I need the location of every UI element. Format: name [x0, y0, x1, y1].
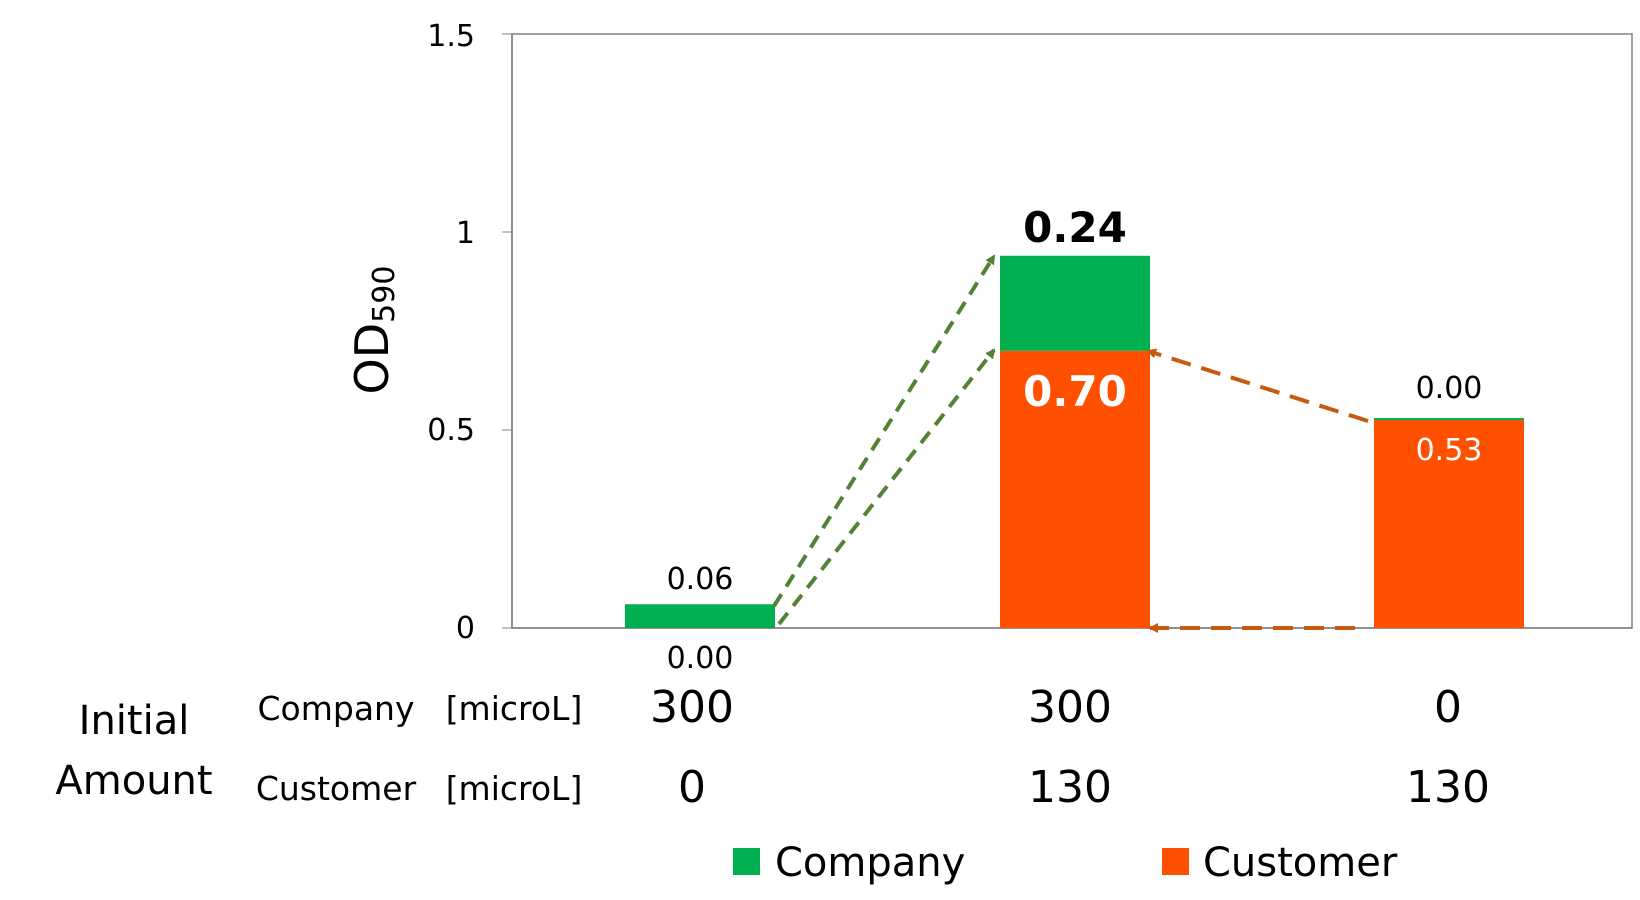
data-label-company-0: 0.06 — [667, 562, 734, 597]
bars — [625, 255, 1524, 628]
legend-swatch-customer — [1162, 848, 1189, 875]
data-labels: 0.06 0.00 0.24 0.70 0.00 0.53 — [667, 203, 1483, 676]
table-row-unit-company: [microL] — [446, 689, 583, 728]
table-cell: 300 — [1028, 682, 1112, 733]
legend: Company Customer — [733, 840, 1398, 886]
data-label-customer-2: 0.53 — [1416, 433, 1483, 468]
table-header-line2: Amount — [55, 758, 212, 804]
y-axis-title-main: OD — [345, 323, 399, 395]
bar-company-0 — [625, 604, 775, 628]
table-row-label-company: Company — [258, 689, 415, 728]
data-label-company-1: 0.24 — [1023, 203, 1127, 252]
bar-customer-1 — [1000, 350, 1150, 628]
customer-arrow-upper — [1146, 348, 1369, 423]
legend-swatch-company — [733, 848, 760, 875]
transfer-arrows — [772, 254, 1369, 633]
bar-company-1 — [1000, 255, 1150, 351]
y-tick-label: 0.5 — [427, 413, 475, 448]
table-cell: 130 — [1028, 762, 1112, 813]
y-axis-title-subscript: 590 — [367, 266, 402, 323]
bar-customer-2 — [1374, 418, 1524, 628]
data-label-company-2: 0.00 — [1416, 371, 1483, 406]
table-cell: 0 — [678, 762, 706, 813]
legend-label-company: Company — [775, 840, 965, 886]
initial-amount-table: Initial Amount Company [microL] 300 300 … — [55, 682, 1490, 813]
y-tick-label: 0 — [456, 611, 475, 646]
data-label-customer-1: 0.70 — [1023, 367, 1127, 416]
table-cell: 300 — [650, 682, 734, 733]
y-axis-title: OD590 — [345, 266, 402, 395]
table-cell: 130 — [1406, 762, 1490, 813]
bar-company-2 — [1374, 418, 1524, 421]
y-tick-label: 1 — [456, 216, 475, 251]
y-tick-label: 1.5 — [427, 19, 475, 54]
table-cell: 0 — [1434, 682, 1462, 733]
legend-label-customer: Customer — [1203, 840, 1398, 886]
table-row-label-customer: Customer — [256, 769, 417, 808]
company-arrow-lower — [777, 348, 996, 626]
company-arrow-upper — [772, 254, 996, 608]
y-axis: 0 0.5 1 1.5 — [427, 19, 513, 646]
table-header-line1: Initial — [79, 698, 190, 744]
table-row-unit-customer: [microL] — [446, 769, 583, 808]
data-label-customer-0: 0.00 — [667, 641, 734, 676]
